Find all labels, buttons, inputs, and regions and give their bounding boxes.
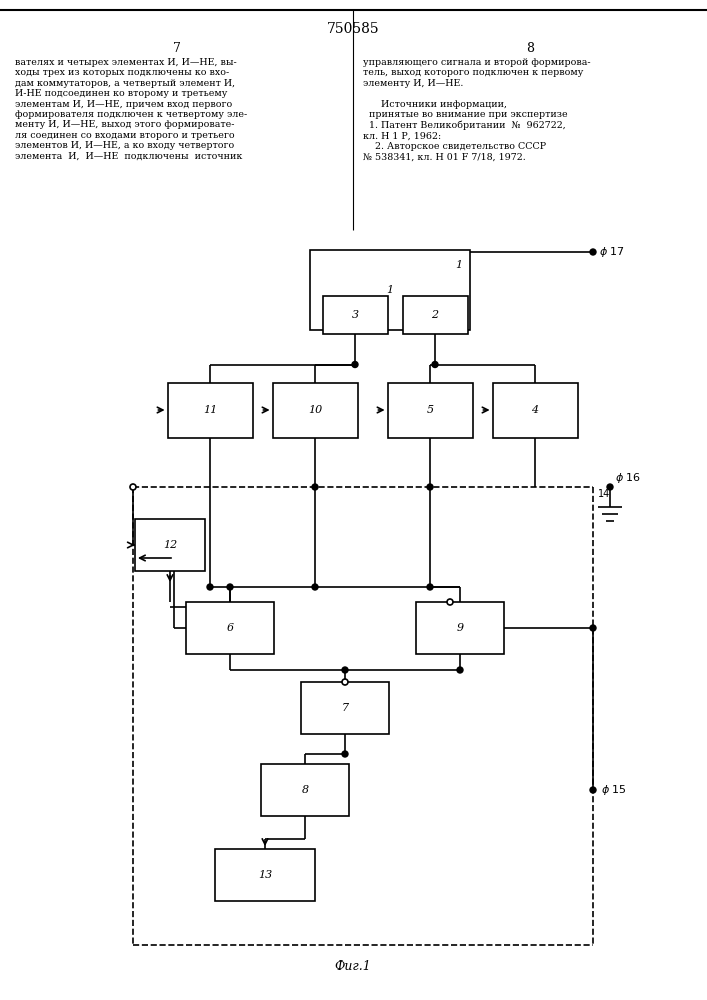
Circle shape <box>207 584 213 590</box>
Circle shape <box>447 599 453 605</box>
Circle shape <box>607 484 613 490</box>
Bar <box>186 602 274 654</box>
Circle shape <box>312 484 318 490</box>
Text: $\phi$ 15: $\phi$ 15 <box>601 783 627 797</box>
Text: 6: 6 <box>226 623 233 633</box>
Bar <box>416 602 504 654</box>
Text: 1: 1 <box>387 285 394 295</box>
Text: 7: 7 <box>341 703 349 713</box>
Bar <box>310 250 470 330</box>
Text: 2: 2 <box>431 310 438 320</box>
Bar <box>261 764 349 816</box>
Bar <box>322 296 387 334</box>
Text: 10: 10 <box>308 405 322 415</box>
Text: 8: 8 <box>526 42 534 55</box>
Circle shape <box>130 484 136 490</box>
Bar <box>301 682 389 734</box>
Circle shape <box>342 679 348 685</box>
Text: 14: 14 <box>598 489 610 499</box>
Text: 3: 3 <box>351 310 358 320</box>
Text: 4: 4 <box>532 405 539 415</box>
Circle shape <box>352 361 358 367</box>
Circle shape <box>590 249 596 255</box>
Bar <box>493 382 578 438</box>
Bar <box>402 296 467 334</box>
Text: Фиг.1: Фиг.1 <box>334 960 371 973</box>
Circle shape <box>427 584 433 590</box>
Circle shape <box>590 625 596 631</box>
Text: 11: 11 <box>203 405 217 415</box>
Circle shape <box>312 584 318 590</box>
Text: 12: 12 <box>163 540 177 550</box>
Text: 13: 13 <box>258 870 272 880</box>
Circle shape <box>227 584 233 590</box>
Circle shape <box>342 667 348 673</box>
Circle shape <box>342 751 348 757</box>
Text: 1: 1 <box>455 260 462 270</box>
Bar <box>215 849 315 901</box>
Text: $\phi$ 16: $\phi$ 16 <box>615 471 641 485</box>
Bar <box>135 519 205 571</box>
Bar <box>387 382 472 438</box>
Text: 5: 5 <box>426 405 433 415</box>
Text: управляющего сигнала и второй формирова-
тель, выход которого подключен к первом: управляющего сигнала и второй формирова-… <box>363 58 590 161</box>
Circle shape <box>432 361 438 367</box>
Circle shape <box>427 484 433 490</box>
Circle shape <box>457 667 463 673</box>
Text: вателях и четырех элементах И, И—НЕ, вы-
ходы трех из которых подключены ко вхо-: вателях и четырех элементах И, И—НЕ, вы-… <box>15 58 247 161</box>
Text: 9: 9 <box>457 623 464 633</box>
Circle shape <box>590 787 596 793</box>
Text: 750585: 750585 <box>327 22 380 36</box>
Text: $\phi$ 17: $\phi$ 17 <box>599 245 625 259</box>
Bar <box>168 382 252 438</box>
Text: 8: 8 <box>301 785 308 795</box>
Bar <box>272 382 358 438</box>
Text: 7: 7 <box>173 42 181 55</box>
